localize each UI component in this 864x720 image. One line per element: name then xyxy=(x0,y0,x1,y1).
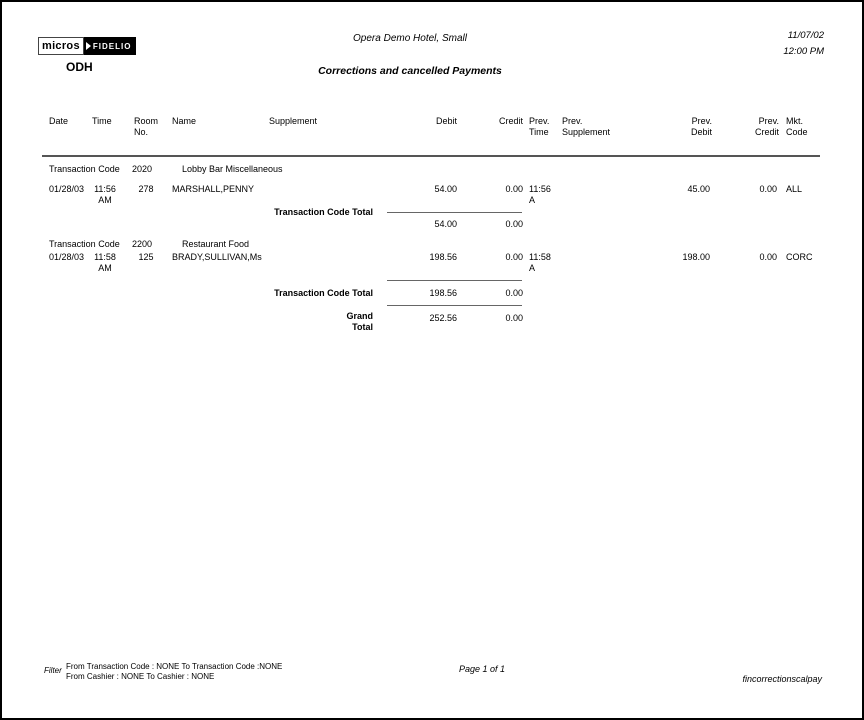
total-separator-line xyxy=(387,212,522,213)
cell-prev-time: 11:58 A xyxy=(529,252,551,273)
cell-credit: 0.00 xyxy=(505,184,523,194)
cell-date: 01/28/03 xyxy=(49,252,85,262)
group-description: Restaurant Food xyxy=(182,239,250,249)
cell-mkt-code: ALL xyxy=(786,184,803,194)
col-room: Room No. xyxy=(134,116,159,137)
col-mkt-code: Mkt. Code xyxy=(786,116,808,137)
micros-fidelio-logo: micros FIDELIO xyxy=(38,37,137,55)
total-separator-line xyxy=(387,280,522,281)
grand-total-label: Grand Total xyxy=(346,311,373,332)
cell-debit: 198.56 xyxy=(429,252,457,262)
group-total-debit: 54.00 xyxy=(434,219,457,229)
col-prev-time: Prev. Time xyxy=(529,116,550,137)
cell-name: MARSHALL,PENNY xyxy=(172,184,255,194)
page-number: Page 1 of 1 xyxy=(458,664,506,674)
micros-logo-text: micros xyxy=(38,37,84,55)
group-code: 2200 xyxy=(132,239,153,249)
col-debit: Debit xyxy=(435,116,457,126)
cell-room: 278 xyxy=(138,184,154,194)
cell-room: 125 xyxy=(138,252,154,262)
cell-debit: 54.00 xyxy=(434,184,457,194)
cell-prev-time: 11:56 A xyxy=(529,184,551,205)
grand-total-credit: 0.00 xyxy=(505,313,523,323)
filter-label: Filter xyxy=(44,666,62,675)
filter-line-2: From Cashier : NONE To Cashier : NONE xyxy=(66,672,215,681)
fidelio-logo-text: FIDELIO xyxy=(92,41,132,51)
group-description: Lobby Bar Miscellaneous xyxy=(182,164,283,174)
col-time: Time xyxy=(92,116,112,126)
col-supplement: Supplement xyxy=(269,116,318,126)
cell-prev-debit: 45.00 xyxy=(687,184,710,194)
group-code: 2020 xyxy=(132,164,153,174)
cell-date: 01/28/03 xyxy=(49,184,85,194)
property-code: ODH xyxy=(66,60,93,74)
group-total-credit: 0.00 xyxy=(505,219,523,229)
hotel-name: Opera Demo Hotel, Small xyxy=(353,33,467,44)
col-prev-debit: Prev. Debit xyxy=(690,116,712,137)
col-credit: Credit xyxy=(498,116,523,126)
col-prev-supplement: Prev. Supplement xyxy=(562,116,611,137)
group-total-label: Transaction Code Total xyxy=(274,288,373,298)
group-label: Transaction Code xyxy=(49,239,120,249)
col-prev-credit: Prev. Credit xyxy=(754,116,779,137)
group-total-label: Transaction Code Total xyxy=(274,207,373,217)
cell-credit: 0.00 xyxy=(505,252,523,262)
cell-prev-debit: 198.00 xyxy=(682,252,710,262)
report-title: Corrections and cancelled Payments xyxy=(318,65,502,77)
header-rule xyxy=(42,155,820,157)
cell-time: 11:56 AM xyxy=(94,184,116,205)
cell-name: BRADY,SULLIVAN,Ms xyxy=(172,252,262,262)
col-name: Name xyxy=(172,116,197,126)
fidelio-logo-box: FIDELIO xyxy=(83,37,137,55)
cell-time: 11:58 AM xyxy=(94,252,116,273)
print-time: 12:00 PM xyxy=(783,46,824,57)
print-date: 11/07/02 xyxy=(787,30,824,41)
col-date: Date xyxy=(49,116,69,126)
grand-total-debit: 252.56 xyxy=(429,313,457,323)
group-total-credit: 0.00 xyxy=(505,288,523,298)
group-label: Transaction Code xyxy=(49,164,120,174)
chevron-right-icon xyxy=(85,42,91,50)
grand-total-separator-line xyxy=(387,305,522,306)
group-total-debit: 198.56 xyxy=(429,288,457,298)
report-filename: fincorrectionscalpay xyxy=(742,674,822,684)
filter-line-1: From Transaction Code : NONE To Transact… xyxy=(66,662,283,671)
cell-prev-credit: 0.00 xyxy=(759,184,777,194)
cell-prev-credit: 0.00 xyxy=(759,252,777,262)
cell-mkt-code: CORC xyxy=(786,252,813,262)
